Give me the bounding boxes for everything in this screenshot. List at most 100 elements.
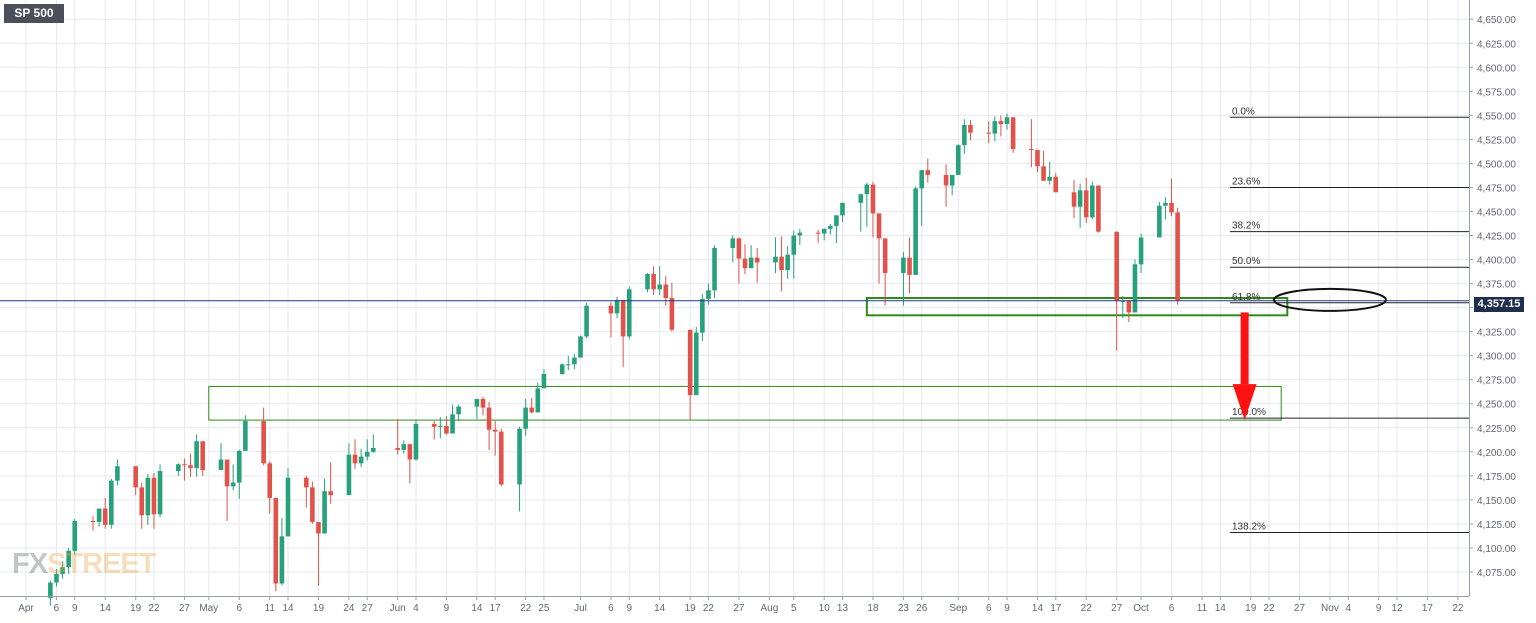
y-tick-label: 4,400.00 xyxy=(1477,256,1516,267)
candle-body xyxy=(815,232,821,234)
candle-body xyxy=(96,508,102,522)
x-tick-label: 4 xyxy=(1345,603,1351,614)
candle-body xyxy=(529,407,535,413)
candle-body xyxy=(1169,202,1174,213)
candle-body xyxy=(492,429,498,432)
y-tick-label: 4,100.00 xyxy=(1477,544,1516,555)
candle-body xyxy=(90,521,96,523)
candle-body xyxy=(565,364,571,366)
candle-body xyxy=(797,232,803,236)
candle-body xyxy=(267,463,273,498)
candle-body xyxy=(188,465,193,469)
candle-body xyxy=(48,582,53,598)
y-tick-label: 4,550.00 xyxy=(1477,111,1516,122)
candle-body xyxy=(1029,149,1034,150)
x-tick-label: Nov xyxy=(1321,603,1339,614)
candle-body xyxy=(1120,300,1126,302)
candle-body xyxy=(700,298,705,333)
candle-body xyxy=(901,257,906,274)
candle-body xyxy=(236,450,242,483)
x-tick-label: 23 xyxy=(898,603,910,614)
candle-body xyxy=(663,284,669,298)
x-tick-label: 17 xyxy=(1422,603,1434,614)
y-tick-label: 4,200.00 xyxy=(1477,448,1516,459)
candle-body xyxy=(651,273,656,290)
symbol-badge: SP 500 xyxy=(4,4,64,23)
candle-body xyxy=(279,536,285,584)
candle-body xyxy=(66,550,71,568)
fib-level-label: 61.8% xyxy=(1232,292,1260,303)
x-tick-label: 14 xyxy=(654,603,666,614)
x-tick-label: 22 xyxy=(1452,603,1464,614)
candle-body xyxy=(285,477,291,537)
candle-body xyxy=(955,145,961,175)
x-tick-label: 14 xyxy=(1032,603,1044,614)
x-tick-label: 12 xyxy=(1391,603,1403,614)
candle-body xyxy=(358,456,364,464)
x-tick-label: Apr xyxy=(18,603,34,614)
x-tick-label: 24 xyxy=(343,603,355,614)
x-tick-label: Jul xyxy=(574,603,587,614)
x-tick-label: 22 xyxy=(520,603,532,614)
grid-lines xyxy=(0,0,1469,596)
x-tick-label: 26 xyxy=(916,603,928,614)
y-tick-label: 4,475.00 xyxy=(1477,183,1516,194)
candle-body xyxy=(840,202,845,216)
candle-body xyxy=(535,388,541,413)
x-tick-label: 19 xyxy=(313,603,325,614)
candle-body xyxy=(779,256,784,271)
candle-body xyxy=(273,497,279,584)
candle-body xyxy=(1004,117,1010,125)
candle-body xyxy=(145,477,151,516)
overlays xyxy=(0,287,1469,421)
candle-body xyxy=(834,215,839,226)
y-tick-label: 4,250.00 xyxy=(1477,400,1516,411)
candle-body xyxy=(968,124,973,133)
x-tick-label: 9 xyxy=(444,603,450,614)
y-tick-label: 4,625.00 xyxy=(1477,39,1516,50)
x-tick-label: 19 xyxy=(1245,603,1257,614)
candle-body xyxy=(1035,149,1040,167)
y-tick-label: 4,450.00 xyxy=(1477,207,1516,218)
candle-body xyxy=(109,480,114,525)
candle-body xyxy=(559,364,565,374)
candle-body xyxy=(322,491,327,534)
candle-body xyxy=(645,273,650,290)
candle-body xyxy=(657,284,662,290)
x-tick-label: 22 xyxy=(148,603,160,614)
candle-body xyxy=(115,466,120,481)
x-tick-label: 14 xyxy=(100,603,112,614)
candle-body xyxy=(572,357,577,365)
x-tick-label: 10 xyxy=(819,603,831,614)
candle-body xyxy=(431,423,437,427)
x-tick-label: 27 xyxy=(362,603,374,614)
candle-body xyxy=(133,466,138,488)
x-tick-label: 14 xyxy=(1215,603,1227,614)
fibonacci-levels: 0.0% 23.6% 38.2% 50.0% 61.8% 100.0% 138.2% xyxy=(1230,106,1469,534)
y-tick-label: 4,500.00 xyxy=(1477,159,1516,170)
candle-body xyxy=(364,451,370,457)
x-tick-label: 17 xyxy=(490,603,502,614)
support-zone-lower xyxy=(208,385,1282,421)
candle-body xyxy=(176,464,181,472)
candle-body xyxy=(541,373,547,389)
x-tick-label: 9 xyxy=(1376,603,1382,614)
arrow-head xyxy=(1232,384,1257,421)
candle-body xyxy=(1071,192,1077,207)
y-tick-label: 4,175.00 xyxy=(1477,472,1516,483)
candle-body xyxy=(876,213,882,239)
candle-body xyxy=(614,299,620,314)
candle-body xyxy=(486,407,492,430)
candle-body xyxy=(949,174,955,186)
x-tick-label: 6 xyxy=(986,603,992,614)
x-tick-label: 5 xyxy=(791,603,797,614)
candle-body xyxy=(1138,237,1144,265)
watermark-part-street: STREET xyxy=(47,548,156,580)
candle-body xyxy=(821,228,827,234)
y-tick-label: 4,150.00 xyxy=(1477,496,1516,507)
candle-body xyxy=(1175,212,1180,301)
candle-body xyxy=(1090,185,1095,218)
candle-body xyxy=(1163,202,1168,206)
candle-body xyxy=(742,258,748,269)
watermark-part-fx: FX xyxy=(12,548,48,580)
